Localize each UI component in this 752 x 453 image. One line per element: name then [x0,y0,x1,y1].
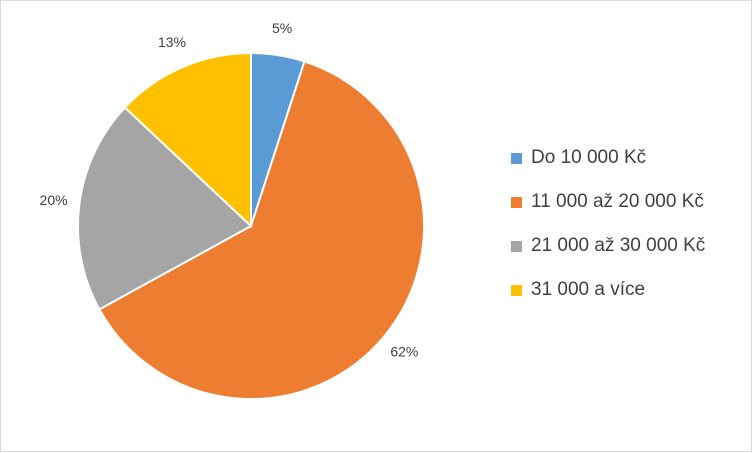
pie-data-label: 62% [390,344,418,360]
legend-label: Do 10 000 Kč [531,147,647,168]
legend-swatch [511,284,522,296]
pie-slice [123,51,252,229]
legend-swatch [511,240,522,252]
legend-swatch [511,196,522,208]
legend-swatch [511,152,522,164]
legend-label: 21 000 až 30 000 Kč [531,235,706,256]
pie-data-label: 20% [40,192,68,208]
legend-item: 11 000 až 20 000 Kč [511,191,705,213]
pie-data-label: 13% [158,34,186,50]
pie-data-label: 5% [272,20,292,36]
legend: Do 10 000 Kč 11 000 až 20 000 Kč 21 000 … [511,147,705,323]
legend-label: 31 000 a více [531,279,646,300]
pie-slice [98,60,425,400]
legend-item: 31 000 a více [511,279,705,301]
legend-label: 11 000 až 20 000 Kč [531,191,704,212]
legend-item: 21 000 až 30 000 Kč [511,235,705,257]
legend-item: Do 10 000 Kč [511,147,705,169]
pie-data-labels: 5% 62% 20% 13% [40,20,419,359]
pie-slices [77,51,425,400]
pie-slice [77,106,253,311]
